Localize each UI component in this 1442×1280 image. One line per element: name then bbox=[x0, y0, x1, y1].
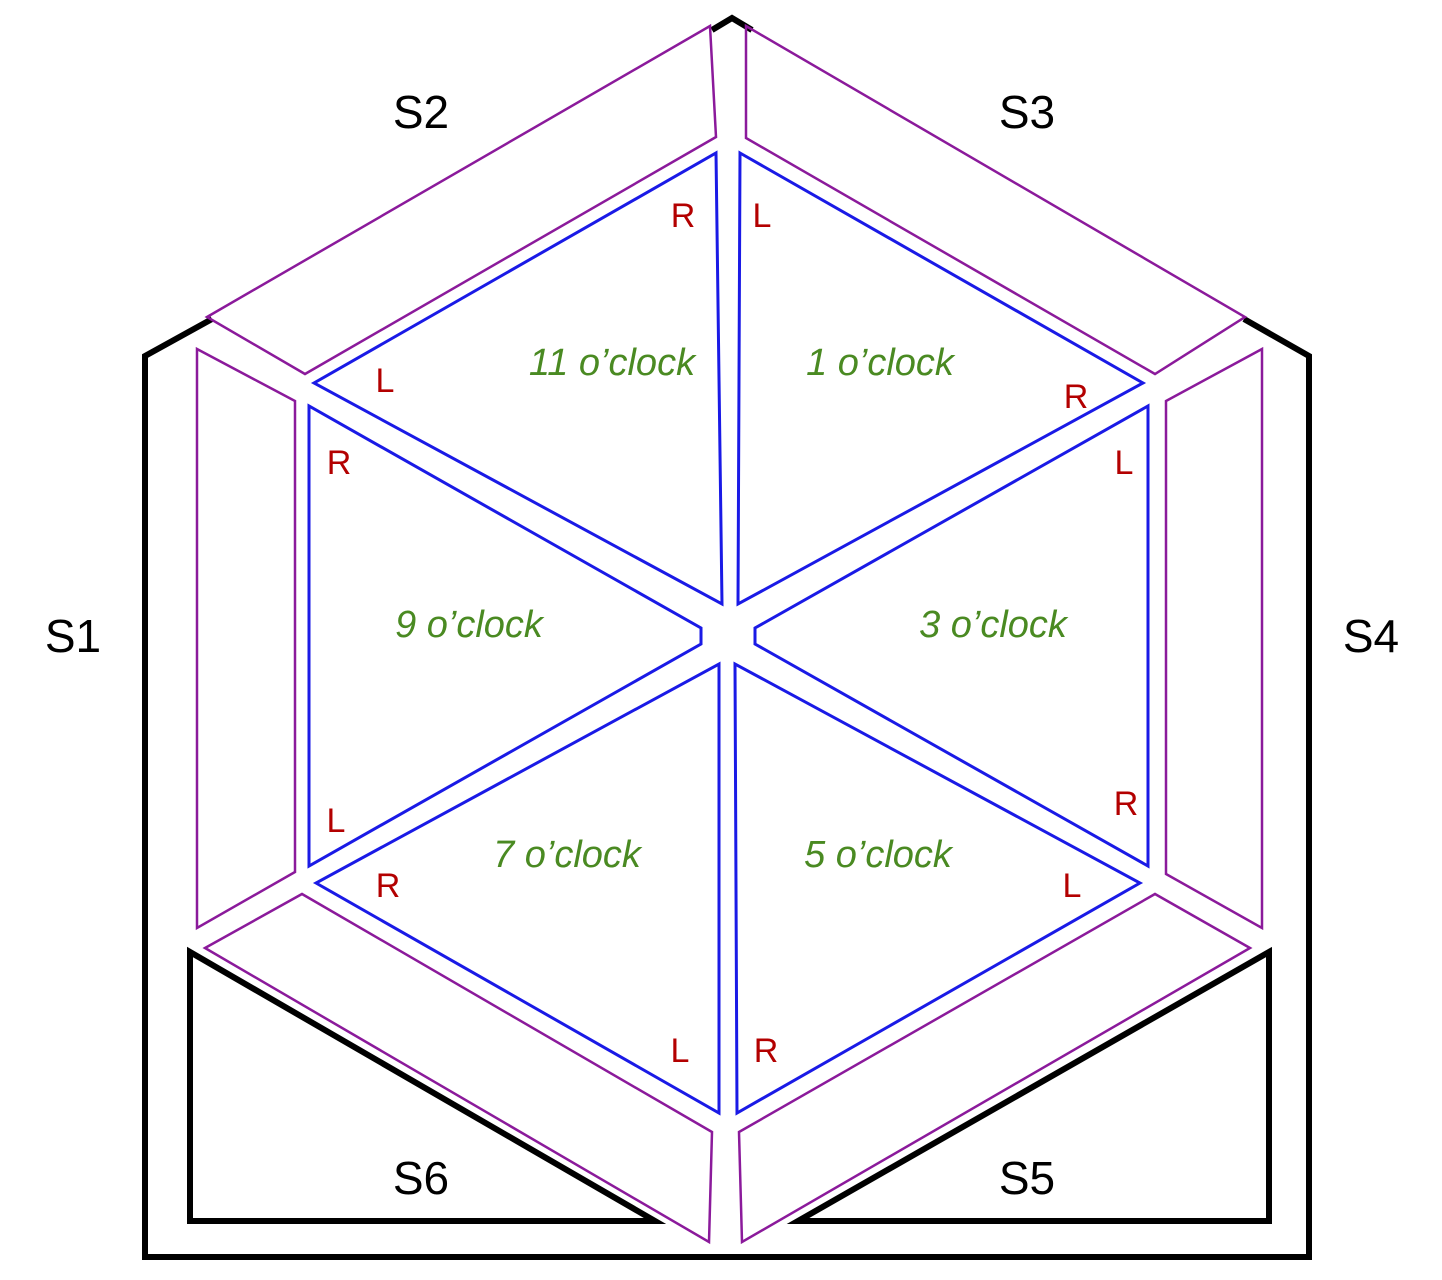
corner-label-11-left: L bbox=[376, 362, 395, 400]
label-s1: S1 bbox=[45, 610, 101, 662]
corner-label-7-left: L bbox=[671, 1032, 690, 1070]
label-s6: S6 bbox=[393, 1152, 449, 1204]
corner-label-5-right: R bbox=[754, 1032, 779, 1070]
side-piece-s3 bbox=[744, 23, 1248, 376]
triangle-3-oclock bbox=[753, 403, 1150, 869]
corner-label-1-right: R bbox=[1064, 378, 1089, 416]
side-piece-s6 bbox=[202, 892, 714, 1245]
corner-label-5-left: L bbox=[1063, 867, 1082, 905]
segment-label-9: 9 o’clock bbox=[395, 604, 545, 646]
triangle-5-oclock bbox=[733, 661, 1144, 1116]
s6-black-triangle bbox=[187, 946, 667, 1224]
corner-label-3-right: R bbox=[1114, 785, 1139, 823]
segment-label-1: 1 o’clock bbox=[806, 342, 956, 384]
segment-label-3: 3 o’clock bbox=[919, 604, 1069, 646]
label-s3: S3 bbox=[999, 86, 1055, 138]
triangle-9-oclock bbox=[307, 403, 703, 869]
side-piece-s1 bbox=[195, 346, 297, 931]
corner-label-1-left: L bbox=[753, 197, 772, 235]
side-piece-s2 bbox=[204, 23, 718, 376]
triangle-1-oclock bbox=[736, 150, 1147, 607]
triangle-7-oclock bbox=[312, 661, 721, 1116]
side-piece-s5 bbox=[737, 892, 1253, 1245]
side-piece-s4 bbox=[1164, 346, 1264, 931]
label-s5: S5 bbox=[999, 1152, 1055, 1204]
segment-label-11: 11 o’clock bbox=[529, 342, 697, 384]
corner-label-3-left: L bbox=[1115, 444, 1134, 482]
label-s4: S4 bbox=[1343, 610, 1399, 662]
segment-label-7: 7 o’clock bbox=[493, 834, 643, 876]
label-s2: S2 bbox=[393, 86, 449, 138]
corner-label-9-left: L bbox=[327, 802, 346, 840]
segment-label-5: 5 o’clock bbox=[804, 834, 954, 876]
corner-label-9-right: R bbox=[327, 444, 352, 482]
triangle-11-oclock bbox=[310, 150, 724, 607]
corner-label-7-right: R bbox=[376, 867, 401, 905]
s5-black-triangle bbox=[786, 946, 1272, 1224]
corner-label-11-right: R bbox=[671, 197, 696, 235]
outer-frame bbox=[142, 316, 1312, 1260]
